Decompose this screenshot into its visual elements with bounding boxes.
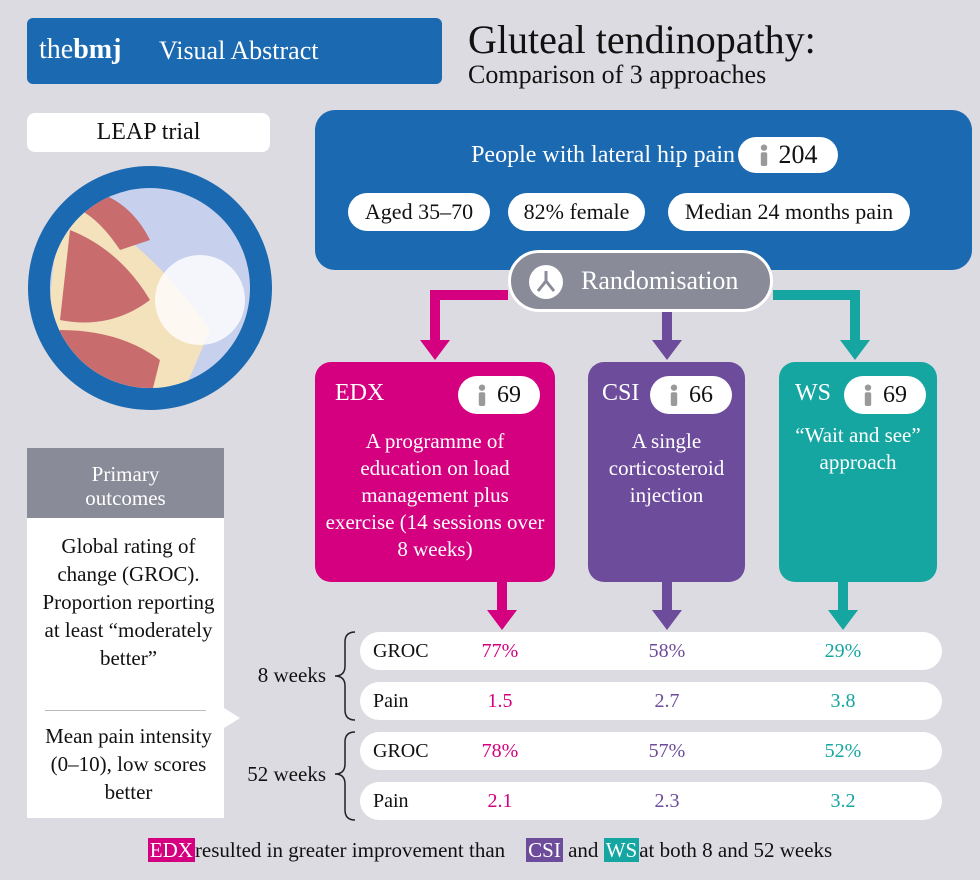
footer: EDXresulted in greater improvement than … xyxy=(0,838,980,863)
outcomes-box: Global rating of change (GROC). Proporti… xyxy=(27,518,224,818)
measure: GROC xyxy=(373,740,429,762)
arm: WS 69 “Wait and see” approach xyxy=(779,362,937,582)
result-value: 58% xyxy=(648,640,686,662)
arm-description: A single corticosteroid injection xyxy=(608,429,725,507)
brand-box: thebmj Visual Abstract xyxy=(27,18,442,84)
outcome: Mean pain intensity (0–10), low scores b… xyxy=(45,724,212,804)
arm-tag: CSI xyxy=(526,838,563,862)
arm-description: “Wait and see” approach xyxy=(795,423,921,474)
n-pill: 66 xyxy=(650,376,732,414)
n: 204 xyxy=(778,140,818,169)
randomisation: Randomisation xyxy=(508,250,773,312)
result-value: 2.3 xyxy=(654,790,680,812)
title: Gluteal tendinopathy: xyxy=(468,17,816,62)
result-row: GROC 78% 57% 52% xyxy=(360,732,942,770)
arm-tag: EDX xyxy=(147,838,195,862)
result-value: 52% xyxy=(824,740,862,762)
divider xyxy=(45,710,206,711)
arm-name: WS xyxy=(795,380,831,406)
result-value: 29% xyxy=(824,640,862,662)
result-value: 2.1 xyxy=(487,790,513,812)
result-row: Pain 1.5 2.7 3.8 xyxy=(360,682,942,720)
n: 69 xyxy=(497,381,521,408)
trial-name: LEAP trial xyxy=(27,113,270,152)
result-value: 3.8 xyxy=(830,690,856,712)
brand: the xyxy=(39,34,74,65)
arm-name: EDX xyxy=(335,380,385,406)
n-pill: 69 xyxy=(844,376,926,414)
population-box: People with lateral hip pain 204 Aged 35… xyxy=(315,110,972,270)
n: 66 xyxy=(689,381,713,408)
arm-tag: WS xyxy=(603,838,640,862)
footer-text: at both 8 and 52 weeks xyxy=(639,838,833,862)
measure: Pain xyxy=(373,790,409,812)
arm: EDX 69 A programme of education on load … xyxy=(315,362,555,582)
footer-text: and xyxy=(568,838,599,862)
n-pill: 69 xyxy=(458,376,540,414)
subtitle: Comparison of 3 approaches xyxy=(468,60,767,89)
measure: Pain xyxy=(373,690,409,712)
measure: GROC xyxy=(373,640,429,662)
arm-description: A programme of education on load managem… xyxy=(325,429,545,561)
result-row: GROC 77% 58% 29% xyxy=(360,632,942,670)
result-value: 3.2 xyxy=(830,790,856,812)
footer-text: resulted in greater improvement than xyxy=(194,838,506,862)
n: 69 xyxy=(883,381,907,408)
result-row: Pain 2.1 2.3 3.2 xyxy=(360,782,942,820)
outcome: Global rating of change (GROC). Proporti… xyxy=(42,534,215,670)
result-value: 77% xyxy=(481,640,519,662)
timepoint: 52 weeks xyxy=(247,762,326,786)
tag: Median 24 months pain xyxy=(668,193,910,231)
randomisation-label: Randomisation xyxy=(581,266,739,295)
brand-label: Visual Abstract xyxy=(159,36,319,65)
outcomes-heading: Primary outcomes xyxy=(27,448,224,518)
result-value: 57% xyxy=(648,740,686,762)
tag: Aged 35–70 xyxy=(348,193,490,231)
result-value: 2.7 xyxy=(654,690,680,712)
brand: bmj xyxy=(73,34,122,65)
tag: 82% female xyxy=(508,193,645,231)
arm-name: CSI xyxy=(602,380,640,406)
n-pill: 204 xyxy=(738,137,838,173)
population-label: People with lateral hip pain xyxy=(471,142,735,168)
timepoint: 8 weeks xyxy=(257,663,326,687)
result-value: 78% xyxy=(481,740,519,762)
arm: CSI 66 A single corticosteroid injection xyxy=(588,362,745,582)
result-value: 1.5 xyxy=(487,690,513,712)
